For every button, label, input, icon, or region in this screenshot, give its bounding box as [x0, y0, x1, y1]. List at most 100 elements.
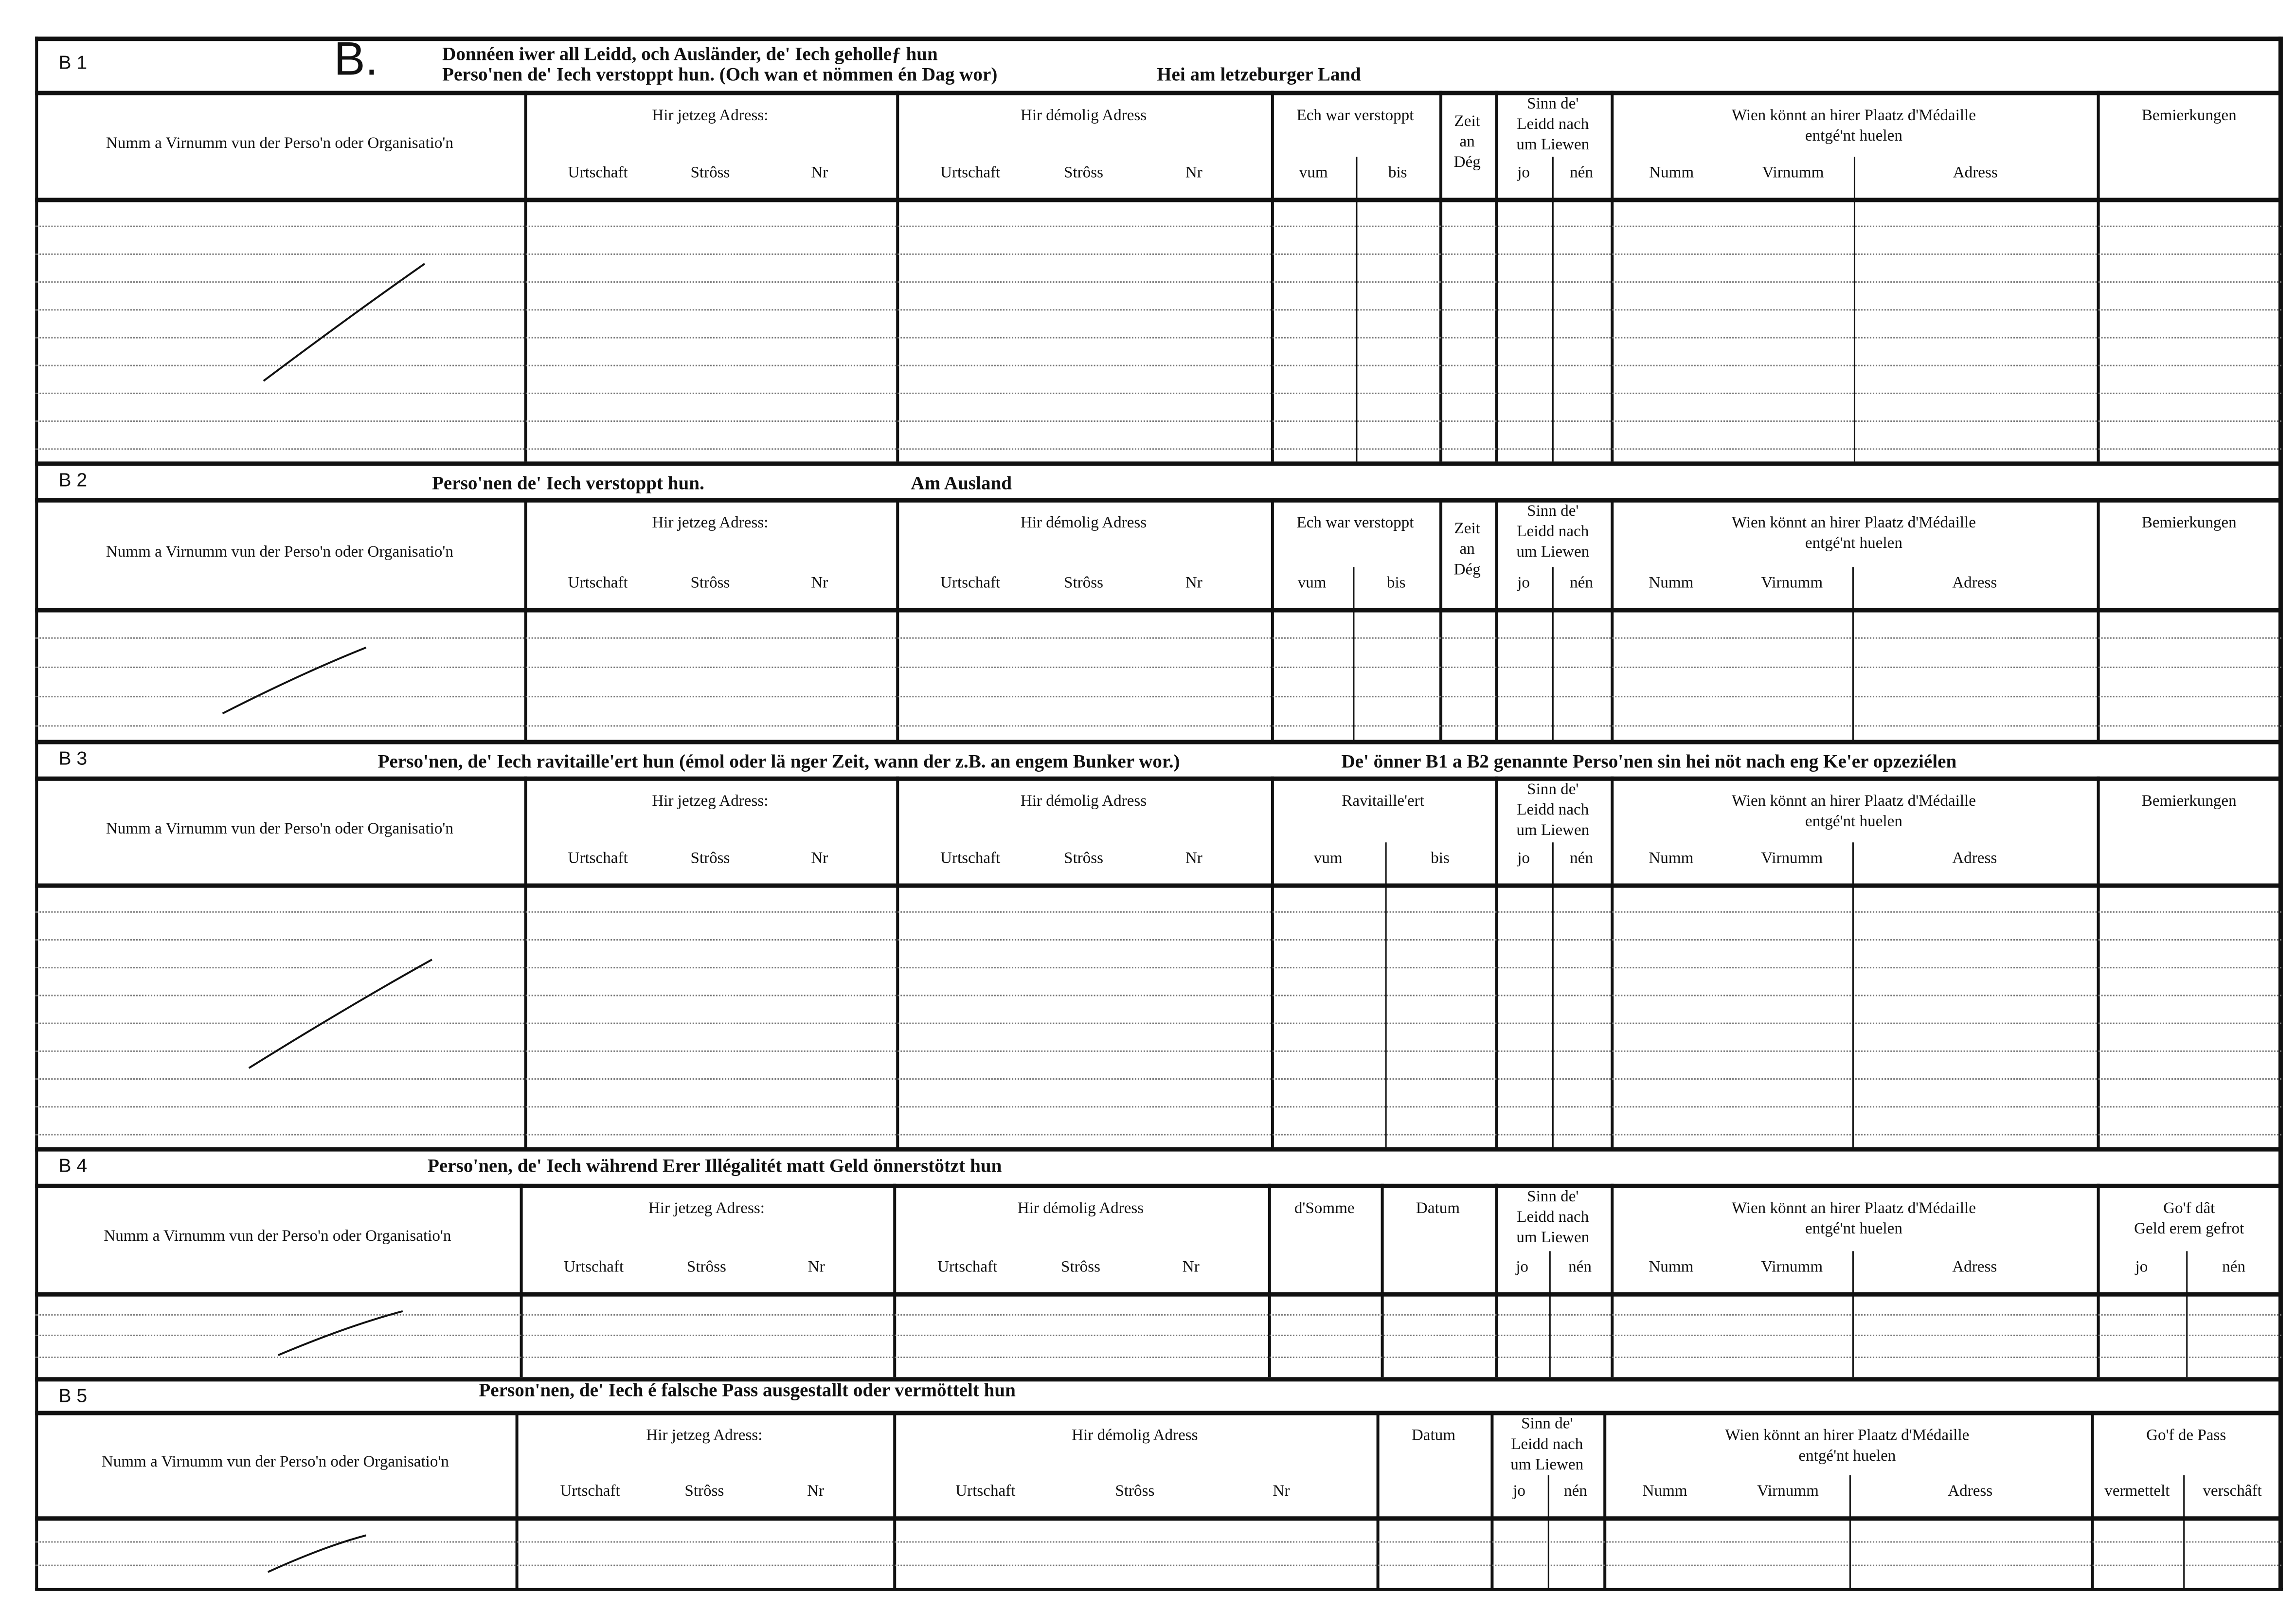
- header-former-address: Hir démolig Adress: [1020, 792, 1147, 811]
- column-divider: [896, 498, 899, 740]
- section-id: B 5: [58, 1384, 88, 1407]
- subheader-survived-1: nén: [1570, 164, 1593, 182]
- sub-divider: [1852, 1251, 1854, 1377]
- column-divider: [2097, 1183, 2100, 1377]
- column-divider: [1611, 1183, 1614, 1377]
- entry-line: [35, 225, 2281, 227]
- header-name: Numm a Virnumm vun der Perso'n oder Orga…: [106, 543, 453, 561]
- subheader-hidden-0: vum: [1297, 574, 1327, 592]
- frame-left: [35, 36, 38, 1590]
- subheader-former-address-2: Nr: [1182, 1258, 1200, 1276]
- subheader-current-address-0: Urtschaft: [568, 574, 628, 592]
- subheader-medal-0: Numm: [1649, 574, 1694, 592]
- column-divider: [1495, 776, 1498, 1147]
- header-name: Numm a Virnumm vun der Perso'n oder Orga…: [101, 1453, 449, 1471]
- section-title: Perso'nen de' Iech verstoppt hun.: [432, 471, 704, 494]
- entry-line: [35, 696, 2281, 698]
- entry-line: [35, 939, 2281, 941]
- entry-line: [35, 637, 2281, 639]
- section-id: B 4: [58, 1154, 88, 1177]
- subheader-survived-1: nén: [1568, 1258, 1592, 1276]
- column-divider: [1268, 1183, 1271, 1377]
- subheader-medal-0: Numm: [1649, 850, 1694, 868]
- section-title: Person'nen, de' Iech é falsche Pass ausg…: [479, 1378, 1016, 1401]
- column-divider: [1495, 1183, 1498, 1377]
- header-bottom-rule: [35, 1292, 2281, 1297]
- sub-divider: [1552, 157, 1554, 462]
- subheader-former-address-1: Strôss: [1061, 1258, 1101, 1276]
- column-divider: [1439, 91, 1443, 462]
- subheader-medal-2: Adress: [1952, 1258, 1997, 1276]
- column-divider: [524, 498, 527, 740]
- subheader-hidden-1: bis: [1388, 164, 1407, 182]
- header-survived: Sinn de' Leidd nach um Liewen: [1516, 780, 1590, 840]
- entry-line: [35, 995, 2281, 997]
- header-name: Numm a Virnumm vun der Perso'n oder Orga…: [106, 819, 453, 837]
- subheader-current-address-1: Strôss: [686, 1258, 726, 1276]
- column-divider: [1271, 91, 1274, 462]
- subheader-former-address-0: Urtschaft: [955, 1483, 1016, 1501]
- subheader-medal-0: Numm: [1649, 164, 1694, 182]
- subheader-former-address-2: Nr: [1185, 574, 1202, 592]
- header-former-address: Hir démolig Adress: [1020, 514, 1147, 532]
- subheader-medal-1: Virnumm: [1762, 164, 1824, 182]
- entry-line: [35, 1357, 2281, 1359]
- subheader-current-address-1: Strôss: [690, 164, 730, 182]
- section-title: De' önner B1 a B2 genannte Perso'nen sin…: [1341, 750, 1957, 772]
- subheader-money-returned-1: nén: [2222, 1258, 2245, 1276]
- header-former-address: Hir démolig Adress: [1072, 1427, 1198, 1445]
- header-current-address: Hir jetzeg Adress:: [646, 1427, 763, 1445]
- header-top-rule: [35, 1411, 2281, 1415]
- sub-divider: [1549, 1251, 1551, 1377]
- subheader-current-address-0: Urtschaft: [568, 850, 628, 868]
- header-days: Zeit an Dég: [1453, 112, 1481, 172]
- subheader-survived-1: nén: [1564, 1483, 1587, 1501]
- subheader-hidden-0: vum: [1299, 164, 1328, 182]
- subheader-survived-0: jo: [1516, 1258, 1528, 1276]
- subheader-current-address-2: Nr: [811, 164, 828, 182]
- section-top-rule: [35, 461, 2281, 466]
- subheader-current-address-2: Nr: [811, 850, 828, 868]
- entry-line: [35, 364, 2281, 366]
- subheader-current-address-2: Nr: [807, 1483, 825, 1501]
- subheader-current-address-0: Urtschaft: [560, 1483, 620, 1501]
- column-divider: [893, 1183, 897, 1377]
- column-divider: [896, 91, 899, 462]
- section-title: Perso'nen, de' Iech während Erer Illégal…: [427, 1154, 1002, 1177]
- entry-line: [35, 666, 2281, 668]
- header-medal: Wien könnt an hirer Plaatz d'Médaille en…: [1731, 1199, 1976, 1238]
- sub-divider: [1385, 842, 1387, 1147]
- header-days: Zeit an Dég: [1453, 520, 1481, 579]
- header-name: Numm a Virnumm vun der Perso'n oder Orga…: [104, 1228, 451, 1246]
- subheader-former-address-1: Strôss: [1064, 574, 1104, 592]
- column-divider: [1603, 1411, 1607, 1590]
- entry-line: [35, 1541, 2281, 1543]
- subheader-medal-2: Adress: [1952, 574, 1997, 592]
- subheader-survived-0: jo: [1517, 850, 1530, 868]
- column-divider: [1495, 91, 1498, 462]
- header-top-rule: [35, 1183, 2281, 1188]
- entry-line: [35, 1334, 2281, 1336]
- entry-line: [35, 281, 2281, 283]
- column-divider: [1495, 498, 1498, 740]
- column-divider: [2097, 498, 2100, 740]
- sub-divider: [1356, 157, 1358, 462]
- column-divider: [524, 91, 527, 462]
- column-divider: [1271, 776, 1274, 1147]
- subheader-former-address-1: Strôss: [1064, 164, 1104, 182]
- subheader-hidden-1: bis: [1386, 574, 1406, 592]
- subheader-current-address-1: Strôss: [684, 1483, 724, 1501]
- subheader-pass-1: verschâft: [2203, 1483, 2262, 1501]
- header-date: Datum: [1416, 1199, 1460, 1218]
- subheader-medal-1: Virnumm: [1757, 1483, 1819, 1501]
- entry-line: [35, 448, 2281, 450]
- subheader-medal-1: Virnumm: [1761, 850, 1823, 868]
- entry-line: [35, 337, 2281, 339]
- column-divider: [1376, 1411, 1380, 1590]
- sub-divider: [1552, 842, 1554, 1147]
- entry-line: [35, 1134, 2281, 1136]
- subheader-former-address-0: Urtschaft: [940, 574, 1001, 592]
- section-title: Hei am letzeburger Land: [1157, 63, 1361, 85]
- subheader-former-address-2: Nr: [1273, 1483, 1290, 1501]
- subheader-medal-0: Numm: [1649, 1258, 1694, 1276]
